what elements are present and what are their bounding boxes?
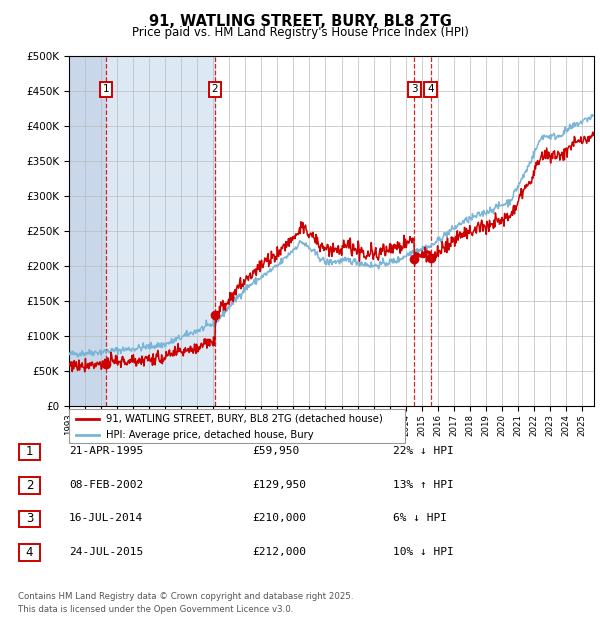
Text: 6% ↓ HPI: 6% ↓ HPI (393, 513, 447, 523)
FancyBboxPatch shape (69, 409, 405, 443)
Text: 91, WATLING STREET, BURY, BL8 2TG: 91, WATLING STREET, BURY, BL8 2TG (149, 14, 451, 29)
Text: 2: 2 (26, 479, 33, 492)
Text: 22% ↓ HPI: 22% ↓ HPI (393, 446, 454, 456)
Text: £212,000: £212,000 (252, 547, 306, 557)
Text: £210,000: £210,000 (252, 513, 306, 523)
Text: £129,950: £129,950 (252, 480, 306, 490)
Text: £59,950: £59,950 (252, 446, 299, 456)
Text: Price paid vs. HM Land Registry's House Price Index (HPI): Price paid vs. HM Land Registry's House … (131, 26, 469, 39)
Text: Contains HM Land Registry data © Crown copyright and database right 2025.: Contains HM Land Registry data © Crown c… (18, 592, 353, 601)
FancyBboxPatch shape (19, 511, 40, 527)
Text: 3: 3 (26, 513, 33, 525)
Bar (69, 56, 106, 406)
Text: 24-JUL-2015: 24-JUL-2015 (69, 547, 143, 557)
FancyBboxPatch shape (19, 544, 40, 560)
Text: 4: 4 (26, 546, 33, 559)
Text: 13% ↑ HPI: 13% ↑ HPI (393, 480, 454, 490)
FancyBboxPatch shape (19, 444, 40, 460)
Text: This data is licensed under the Open Government Licence v3.0.: This data is licensed under the Open Gov… (18, 604, 293, 614)
Text: 1: 1 (103, 84, 109, 94)
Bar (106, 56, 215, 406)
Text: HPI: Average price, detached house, Bury: HPI: Average price, detached house, Bury (106, 430, 314, 440)
Text: 91, WATLING STREET, BURY, BL8 2TG (detached house): 91, WATLING STREET, BURY, BL8 2TG (detac… (106, 414, 383, 423)
Text: 16-JUL-2014: 16-JUL-2014 (69, 513, 143, 523)
Text: 21-APR-1995: 21-APR-1995 (69, 446, 143, 456)
Text: 10% ↓ HPI: 10% ↓ HPI (393, 547, 454, 557)
Text: 1: 1 (26, 446, 33, 458)
Text: 4: 4 (427, 84, 434, 94)
FancyBboxPatch shape (19, 477, 40, 494)
Bar (69, 56, 106, 406)
Text: 3: 3 (411, 84, 418, 94)
Text: 08-FEB-2002: 08-FEB-2002 (69, 480, 143, 490)
Text: 2: 2 (212, 84, 218, 94)
